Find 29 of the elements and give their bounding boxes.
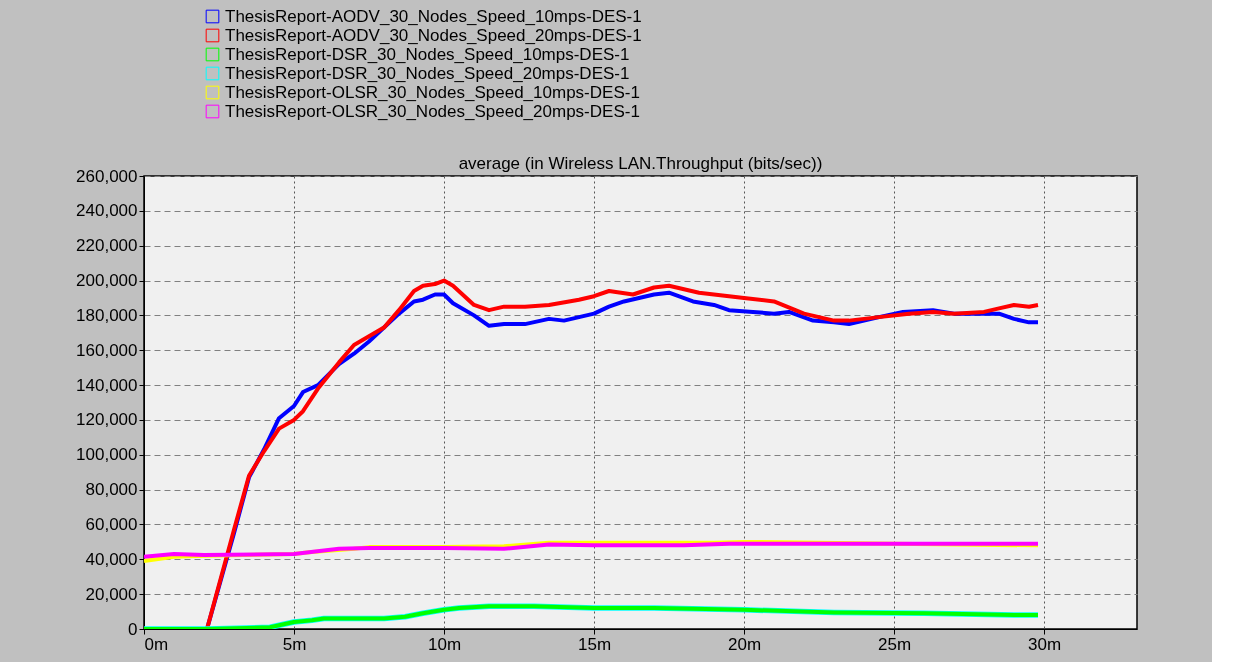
legend-label: ThesisReport-OLSR_30_Nodes_Speed_20mps-DES-1 <box>225 101 640 121</box>
y-tick-label: 20,000 <box>85 584 138 604</box>
chart-title: average (in Wireless LAN.Throughput (bits/sec)) <box>458 154 823 173</box>
legend-label: ThesisReport-DSR_30_Nodes_Speed_10mps-DES-1 <box>225 44 630 64</box>
x-tick-label: 10m <box>427 634 462 654</box>
y-tick-label: 260,000 <box>76 166 138 186</box>
x-tick-label: 20m <box>727 634 762 654</box>
y-tick-label: 80,000 <box>85 480 138 500</box>
y-tick-label: 100,000 <box>76 445 138 465</box>
legend-label: ThesisReport-AODV_30_Nodes_Speed_20mps-DES-1 <box>225 25 642 45</box>
line-series <box>144 541 1040 559</box>
y-tick-label: 200,000 <box>76 271 138 291</box>
y-tick-label: 180,000 <box>76 305 138 325</box>
y-tick-label: 60,000 <box>85 514 138 534</box>
legend-label: ThesisReport-OLSR_30_Nodes_Speed_10mps-DES-1 <box>225 82 640 102</box>
legend-label: ThesisReport-AODV_30_Nodes_Speed_10mps-DES-1 <box>225 6 642 26</box>
x-tick-label: 15m <box>577 634 612 654</box>
y-tick-label: 140,000 <box>76 375 138 395</box>
y-tick-label: 240,000 <box>76 201 138 221</box>
x-tick-label: 0m <box>144 634 169 654</box>
x-tick-label: 5m <box>282 634 307 654</box>
x-tick-label: 30m <box>1027 634 1062 654</box>
x-tick-label: 25m <box>877 634 912 654</box>
legend-label: ThesisReport-DSR_30_Nodes_Speed_20mps-DES-1 <box>225 63 630 83</box>
y-tick-label: 40,000 <box>85 549 138 569</box>
y-tick-label: 120,000 <box>76 410 138 430</box>
y-tick-label: 0 <box>128 619 138 639</box>
y-tick-label: 160,000 <box>76 340 138 360</box>
y-tick-label: 220,000 <box>76 236 138 256</box>
